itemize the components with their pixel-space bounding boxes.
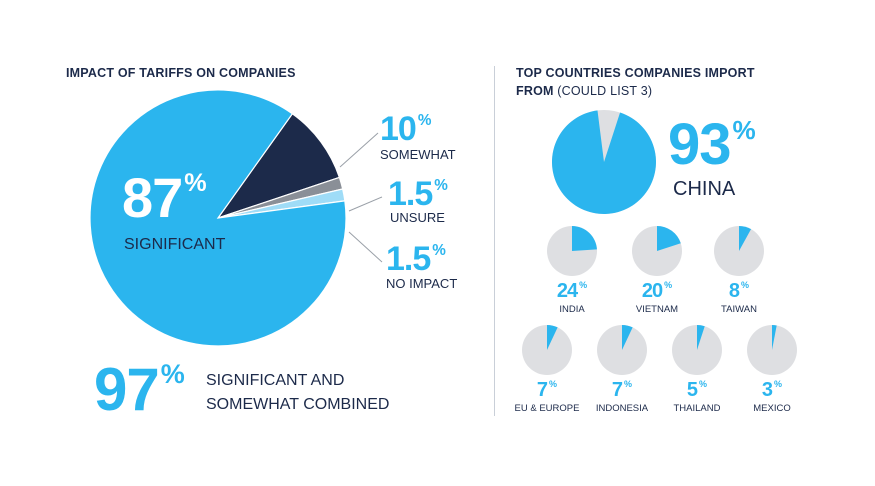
unsure-label: UNSURE xyxy=(390,210,445,225)
combined-label-line1: SIGNIFICANT AND xyxy=(206,372,345,389)
pie-slice-taiwan xyxy=(739,225,752,251)
label-indonesia: INDONESIA xyxy=(595,403,649,414)
label-taiwan: TAIWAN xyxy=(721,304,757,315)
pie-slice-thailand xyxy=(697,325,705,350)
no-impact-label: NO IMPACT xyxy=(386,276,458,291)
callout-line-no-impact xyxy=(348,231,383,263)
label-india: INDIA xyxy=(559,304,585,315)
pie-slice-china xyxy=(551,110,656,215)
big-significant-value: 87% xyxy=(122,166,207,229)
somewhat-label: SOMEWHAT xyxy=(380,147,456,162)
somewhat-value: 10% xyxy=(380,110,432,148)
countries-title-line2: FROM (COULD LIST 3) xyxy=(516,84,653,98)
pie-slice-eu-europe xyxy=(547,325,558,350)
countries-title-line1: TOP COUNTRIES COMPANIES IMPORT xyxy=(516,66,755,80)
label-eu-europe: EU & EUROPE xyxy=(514,403,580,414)
value-mexico: 3% xyxy=(761,379,783,401)
pie-slice-mexico xyxy=(772,325,777,350)
label-vietnam: VIETNAM xyxy=(635,304,679,315)
value-taiwan: 8% xyxy=(728,280,750,302)
impact-chart-title: IMPACT OF TARIFFS ON COMPANIES xyxy=(66,66,296,80)
callout-line-somewhat xyxy=(339,132,379,168)
value-india: 24% xyxy=(556,280,588,302)
pie-slice-india xyxy=(572,226,597,251)
value-thailand: 5% xyxy=(686,379,708,401)
pie-slice-vietnam xyxy=(657,226,681,251)
pie-slice-significant xyxy=(89,89,347,347)
pie-slice-indonesia xyxy=(622,325,633,350)
unsure-value: 1.5% xyxy=(388,175,448,213)
value-vietnam: 20% xyxy=(641,280,673,302)
label-thailand: THAILAND xyxy=(673,403,721,414)
china-value: 93% xyxy=(668,112,756,177)
callout-line-unsure xyxy=(348,196,383,212)
value-eu-europe: 7% xyxy=(536,379,558,401)
china-label: CHINA xyxy=(673,178,736,200)
value-indonesia: 7% xyxy=(611,379,633,401)
significant-label: SIGNIFICANT xyxy=(124,236,226,253)
combined-label-line2: SOMEWHAT COMBINED xyxy=(206,396,390,413)
panel-divider xyxy=(494,66,495,416)
label-mexico: MEXICO xyxy=(753,403,791,414)
no-impact-value: 1.5% xyxy=(386,240,446,278)
combined-value: 97% xyxy=(94,356,185,423)
pie-slice-somewhat xyxy=(216,112,341,220)
